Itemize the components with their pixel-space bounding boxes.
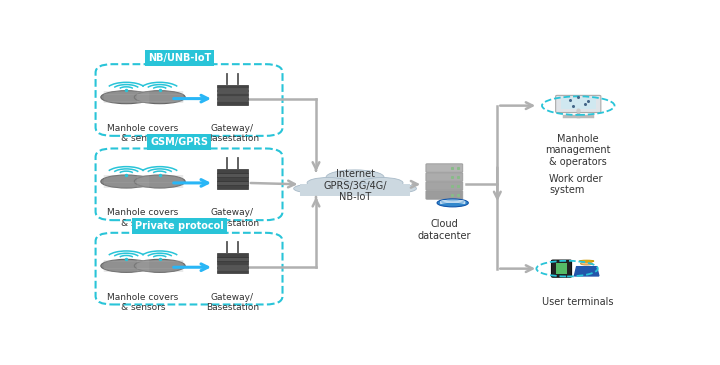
Ellipse shape	[322, 184, 366, 195]
FancyBboxPatch shape	[217, 89, 248, 92]
FancyBboxPatch shape	[300, 184, 410, 196]
FancyBboxPatch shape	[217, 97, 248, 100]
Ellipse shape	[344, 184, 389, 195]
FancyBboxPatch shape	[426, 191, 463, 199]
FancyBboxPatch shape	[217, 257, 248, 261]
Ellipse shape	[326, 170, 384, 185]
Ellipse shape	[135, 175, 185, 188]
Text: Private protocol: Private protocol	[135, 222, 224, 231]
Ellipse shape	[580, 260, 594, 262]
Text: Manhole covers
& sensors: Manhole covers & sensors	[107, 208, 179, 228]
FancyBboxPatch shape	[426, 173, 463, 181]
Text: Manhole
management
& operators: Manhole management & operators	[546, 134, 611, 167]
Text: Work order
system: Work order system	[549, 173, 603, 195]
Text: Internet
GPRS/3G/4G/
NB-IoT: Internet GPRS/3G/4G/ NB-IoT	[323, 169, 387, 202]
FancyBboxPatch shape	[217, 265, 248, 269]
Text: Gateway/
Basestation: Gateway/ Basestation	[206, 124, 259, 143]
FancyBboxPatch shape	[217, 270, 248, 273]
FancyBboxPatch shape	[217, 181, 248, 185]
FancyBboxPatch shape	[217, 101, 248, 104]
Ellipse shape	[307, 177, 349, 188]
Text: Manhole covers
& sensors: Manhole covers & sensors	[107, 292, 179, 312]
Text: User terminals: User terminals	[542, 297, 614, 307]
Ellipse shape	[135, 91, 185, 104]
FancyBboxPatch shape	[556, 263, 567, 274]
Text: Manhole covers
& sensors: Manhole covers & sensors	[107, 124, 179, 143]
Text: Gateway/
Basestation: Gateway/ Basestation	[206, 208, 259, 228]
Ellipse shape	[101, 260, 152, 272]
Polygon shape	[575, 267, 599, 276]
FancyBboxPatch shape	[217, 185, 248, 189]
FancyBboxPatch shape	[561, 99, 596, 110]
FancyBboxPatch shape	[556, 95, 601, 112]
Text: Cloud
datacenter: Cloud datacenter	[418, 219, 471, 241]
Ellipse shape	[580, 262, 593, 265]
Ellipse shape	[135, 260, 185, 272]
FancyBboxPatch shape	[217, 173, 248, 177]
FancyBboxPatch shape	[426, 182, 463, 190]
Ellipse shape	[101, 91, 152, 104]
FancyBboxPatch shape	[217, 85, 248, 88]
Ellipse shape	[294, 185, 325, 192]
FancyBboxPatch shape	[217, 261, 248, 265]
Text: NB/UNB-IoT: NB/UNB-IoT	[148, 53, 211, 63]
Text: GSM/GPRS: GSM/GPRS	[150, 137, 208, 147]
FancyBboxPatch shape	[217, 177, 248, 181]
FancyBboxPatch shape	[426, 164, 463, 172]
FancyBboxPatch shape	[217, 93, 248, 96]
FancyBboxPatch shape	[552, 260, 572, 277]
Ellipse shape	[385, 185, 416, 192]
Ellipse shape	[437, 199, 468, 207]
Text: Gateway/
Basestation: Gateway/ Basestation	[206, 292, 259, 312]
Ellipse shape	[101, 175, 152, 188]
Ellipse shape	[361, 177, 403, 188]
FancyBboxPatch shape	[217, 169, 248, 173]
FancyBboxPatch shape	[217, 253, 248, 257]
